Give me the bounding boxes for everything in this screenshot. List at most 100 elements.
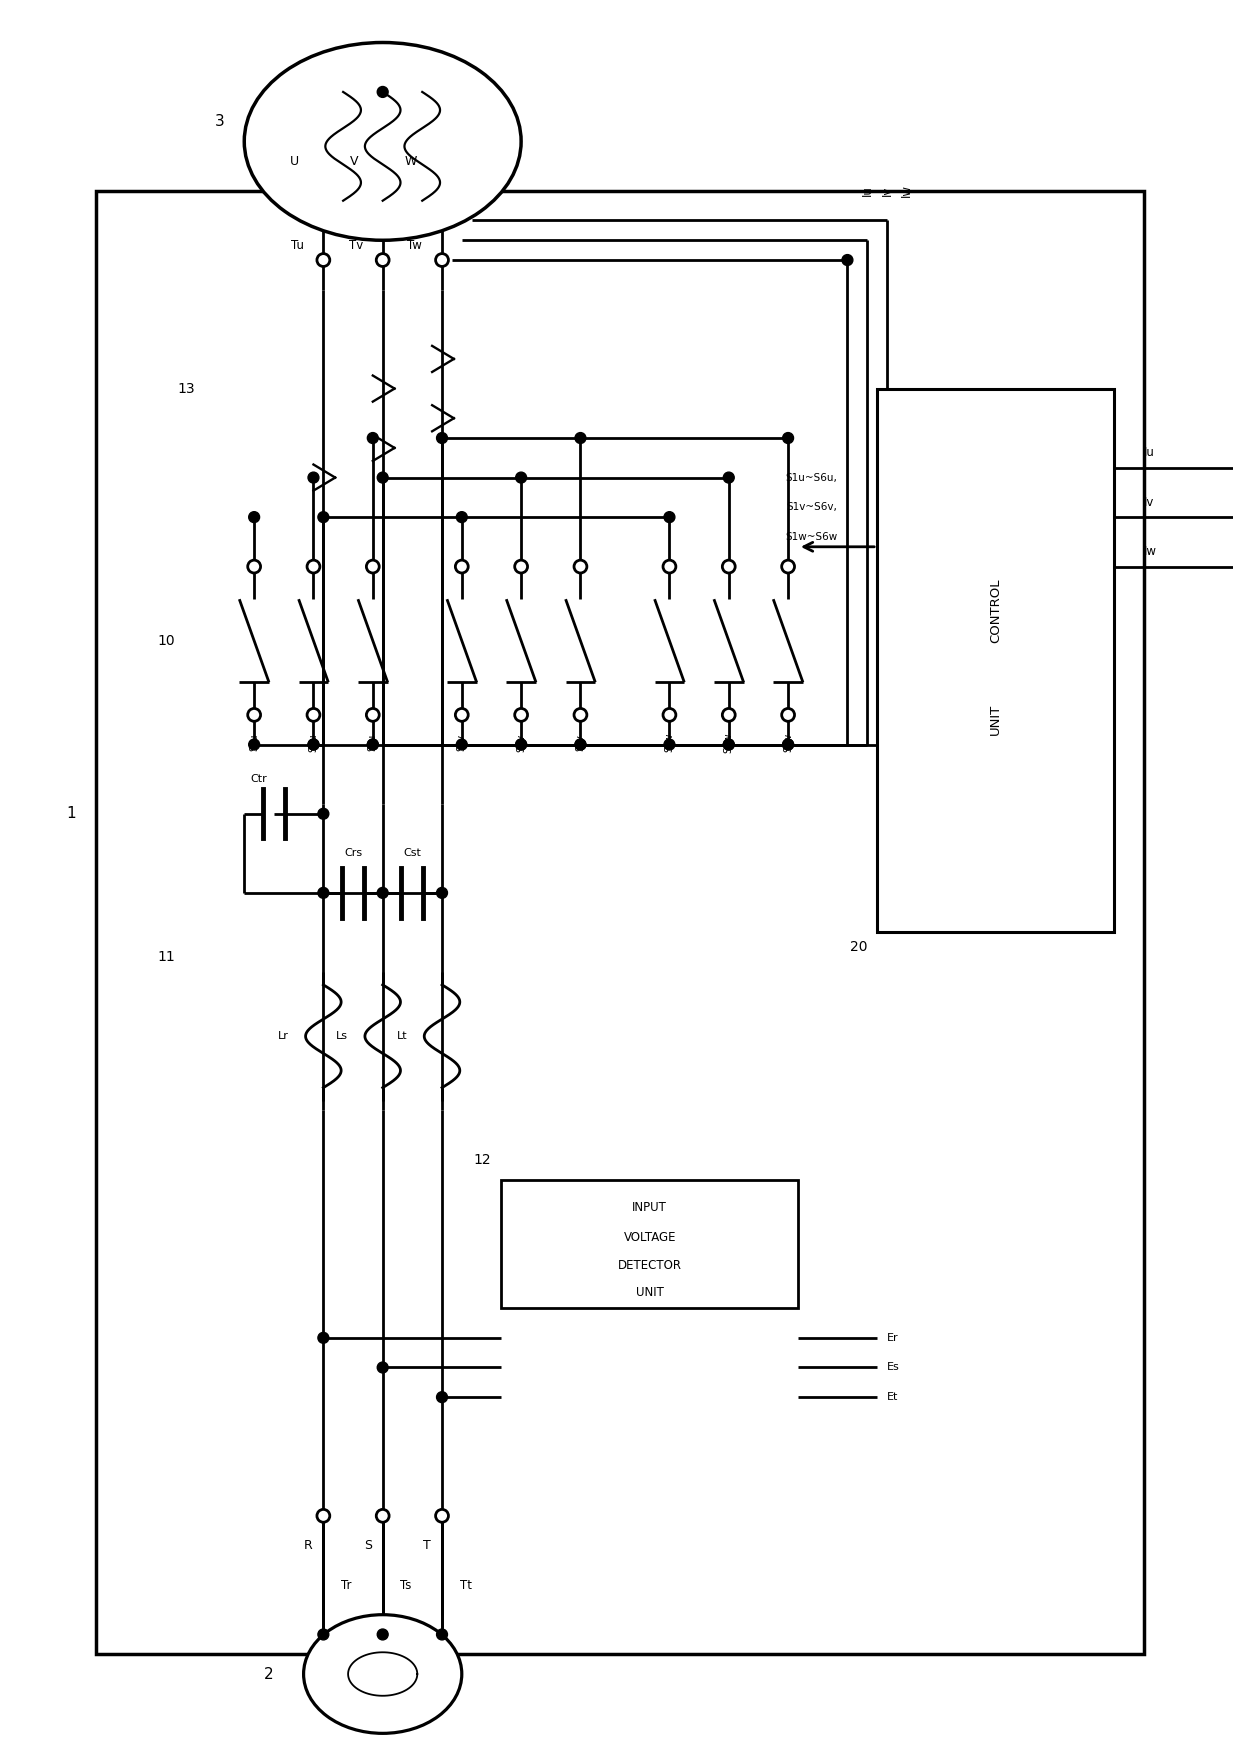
Text: Tv: Tv [348, 238, 363, 252]
Text: Ls: Ls [336, 1031, 348, 1042]
Circle shape [308, 561, 320, 573]
Text: Stv: Stv [575, 733, 585, 751]
Circle shape [366, 709, 379, 721]
Circle shape [663, 709, 676, 721]
Text: Stu: Stu [368, 733, 378, 751]
Text: Tt: Tt [460, 1578, 471, 1592]
Bar [501, 1179, 799, 1308]
Circle shape [435, 1509, 449, 1521]
Circle shape [317, 511, 329, 522]
Circle shape [435, 254, 449, 266]
Circle shape [574, 709, 587, 721]
Circle shape [723, 709, 735, 721]
Circle shape [377, 887, 388, 899]
Circle shape [723, 561, 735, 573]
Text: R: R [304, 1539, 312, 1551]
Ellipse shape [244, 42, 521, 240]
Circle shape [436, 887, 448, 899]
Text: Cst: Cst [403, 848, 422, 859]
Text: S: S [363, 1539, 372, 1551]
Text: W: W [405, 155, 418, 167]
Circle shape [317, 254, 330, 266]
Text: CONTROL: CONTROL [990, 578, 1002, 643]
Text: VOLTAGE: VOLTAGE [624, 1231, 676, 1245]
Text: V: V [350, 155, 358, 167]
Circle shape [516, 739, 527, 749]
Circle shape [317, 1629, 329, 1640]
Circle shape [782, 739, 794, 749]
Text: Er: Er [887, 1333, 899, 1343]
Text: Srw: Srw [665, 733, 675, 753]
Text: Crs: Crs [343, 848, 362, 859]
Text: Ssv: Ssv [516, 733, 526, 751]
Circle shape [317, 1333, 329, 1343]
Text: U: U [289, 155, 299, 167]
Circle shape [516, 739, 527, 749]
Text: Ssu: Ssu [309, 733, 319, 753]
Text: Lr: Lr [278, 1031, 289, 1042]
Text: T: T [423, 1539, 432, 1551]
Circle shape [842, 254, 853, 266]
Bar [185, 804, 501, 1111]
Circle shape [575, 739, 585, 749]
Circle shape [574, 561, 587, 573]
Ellipse shape [304, 1615, 461, 1733]
Circle shape [308, 472, 319, 483]
Circle shape [723, 739, 734, 749]
Text: Stw: Stw [784, 733, 794, 753]
Circle shape [377, 1363, 388, 1373]
Circle shape [249, 511, 259, 522]
Circle shape [575, 739, 585, 749]
Circle shape [317, 1509, 330, 1521]
Circle shape [366, 561, 379, 573]
Text: Es: Es [887, 1363, 900, 1372]
Circle shape [248, 709, 260, 721]
Bar [877, 388, 1115, 933]
Circle shape [317, 887, 329, 899]
Text: UNIT: UNIT [990, 703, 1002, 735]
Circle shape [516, 472, 527, 483]
Text: DETECTOR: DETECTOR [618, 1259, 682, 1273]
Text: S1v~S6v,: S1v~S6v, [786, 502, 837, 513]
Circle shape [663, 511, 675, 522]
Text: Lt: Lt [397, 1031, 408, 1042]
Text: Ctr: Ctr [250, 774, 268, 785]
Circle shape [781, 561, 795, 573]
Circle shape [575, 432, 585, 444]
Circle shape [377, 1629, 388, 1640]
Circle shape [367, 432, 378, 444]
Circle shape [723, 472, 734, 483]
Circle shape [377, 472, 388, 483]
Text: Iv: Iv [1145, 495, 1154, 510]
Circle shape [249, 739, 259, 749]
Circle shape [367, 739, 378, 749]
Circle shape [456, 739, 467, 749]
Text: 10: 10 [157, 633, 175, 647]
Circle shape [367, 739, 378, 749]
Circle shape [663, 739, 675, 749]
Circle shape [308, 709, 320, 721]
Text: INPUT: INPUT [632, 1201, 667, 1215]
Circle shape [436, 1391, 448, 1403]
Text: 3: 3 [215, 115, 224, 129]
Text: 1: 1 [67, 806, 76, 822]
Text: S1w~S6w: S1w~S6w [785, 532, 837, 541]
Circle shape [723, 739, 734, 749]
Text: Tw: Tw [408, 238, 423, 252]
Bar [205, 289, 423, 487]
Circle shape [317, 807, 329, 820]
Text: S1u~S6u,: S1u~S6u, [786, 472, 837, 483]
Text: 12: 12 [474, 1153, 491, 1167]
Circle shape [248, 561, 260, 573]
Circle shape [782, 739, 794, 749]
Text: Ts: Ts [401, 1578, 412, 1592]
Circle shape [781, 709, 795, 721]
Text: 20: 20 [849, 940, 867, 954]
Text: UNIT: UNIT [636, 1287, 663, 1299]
Text: Iw: Iw [1145, 545, 1157, 559]
Text: 13: 13 [177, 381, 195, 395]
Text: Ssw: Ssw [724, 732, 734, 753]
Circle shape [456, 511, 467, 522]
Circle shape [377, 86, 388, 97]
Text: Tr: Tr [341, 1578, 352, 1592]
